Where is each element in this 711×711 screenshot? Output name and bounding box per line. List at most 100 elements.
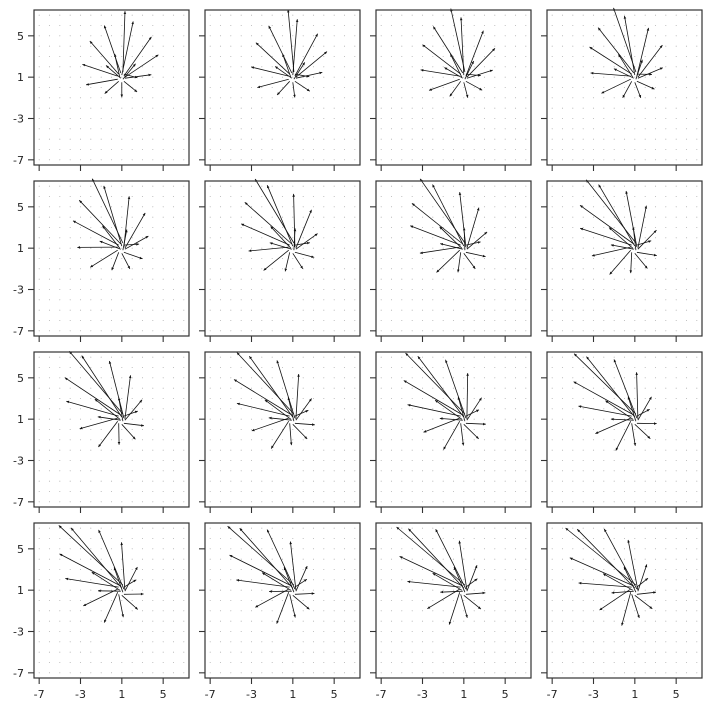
grid-dot xyxy=(48,661,51,664)
grid-dot xyxy=(79,558,82,560)
grid-dot xyxy=(421,661,424,664)
grid-dot xyxy=(421,24,424,27)
grid-dot xyxy=(354,620,356,622)
grid-dot xyxy=(162,428,164,431)
grid-dot xyxy=(141,226,144,229)
grid-dot xyxy=(333,185,335,187)
grid-dot xyxy=(162,620,164,622)
grid-dot xyxy=(250,610,253,612)
arrowhead-3 xyxy=(324,51,327,55)
vector-arrow-9 xyxy=(595,417,631,434)
grid-dot xyxy=(525,24,527,27)
grid-dot xyxy=(100,216,102,218)
vector-arrow-11 xyxy=(268,25,293,74)
grid-dot xyxy=(463,185,465,187)
grid-dot xyxy=(592,299,595,301)
grid-dot xyxy=(240,480,242,482)
grid-dot xyxy=(390,185,393,187)
grid-dot xyxy=(162,579,164,581)
grid-dot xyxy=(333,24,335,27)
grid-dot xyxy=(514,558,517,560)
arrowhead-15 xyxy=(439,417,443,420)
grid-dot xyxy=(250,449,253,451)
grid-dot xyxy=(172,247,175,249)
arrowhead-9 xyxy=(251,428,255,432)
grid-dot xyxy=(152,377,154,379)
grid-dot xyxy=(685,356,688,358)
grid-dot xyxy=(421,86,424,89)
grid-dot xyxy=(411,661,413,664)
vector-arrow-10 xyxy=(236,403,290,417)
grid-dot xyxy=(48,257,51,260)
grid-dot xyxy=(551,45,553,47)
grid-dot xyxy=(354,537,356,540)
grid-dot xyxy=(209,299,211,301)
grid-dot xyxy=(442,480,444,482)
arrowhead-11 xyxy=(234,379,237,382)
grid-dot xyxy=(494,237,496,239)
grid-dot xyxy=(654,449,657,451)
grid-dot xyxy=(292,641,294,643)
grid-dot xyxy=(603,319,605,322)
grid-dot xyxy=(494,107,496,109)
grid-dot xyxy=(219,206,222,208)
vector-arrow-9 xyxy=(420,69,460,77)
grid-dots xyxy=(209,185,356,332)
vector-arrow-8 xyxy=(621,592,632,626)
arrowhead-15 xyxy=(613,68,617,72)
grid-dot xyxy=(38,35,40,37)
grid-dot xyxy=(644,216,646,218)
grid-dot xyxy=(654,66,657,68)
grid-dot xyxy=(141,195,144,198)
arrowhead-3 xyxy=(309,209,312,213)
grid-dot xyxy=(494,319,496,322)
grid-dot xyxy=(141,377,144,379)
grid-dot xyxy=(261,470,263,472)
grid-dot xyxy=(121,268,123,270)
vector-arrow-11 xyxy=(233,379,293,416)
grid-dot xyxy=(623,661,626,664)
grid-dot xyxy=(48,35,51,37)
grid-dot xyxy=(582,548,584,550)
grid-dot xyxy=(442,330,444,332)
grid-dot xyxy=(380,356,382,358)
grid-dot xyxy=(696,661,698,664)
grid-dot xyxy=(442,387,444,389)
grid-dot xyxy=(644,428,646,431)
grid-dot xyxy=(100,97,102,99)
arrowhead-5 xyxy=(651,86,655,90)
grid-dot xyxy=(432,470,434,472)
grid-dot xyxy=(162,366,164,369)
grid-dot xyxy=(380,45,382,47)
grid-dot xyxy=(110,14,113,16)
grid-dot xyxy=(551,610,553,612)
grid-dot xyxy=(152,397,154,400)
grid-dot xyxy=(38,599,40,602)
grid-dot xyxy=(250,558,253,560)
subplot-panel-15: -7 -3 1 5 xyxy=(370,522,532,701)
grid-dot xyxy=(250,439,253,441)
grid-dot xyxy=(79,579,82,581)
grid-dot xyxy=(654,206,657,208)
grid-dot xyxy=(452,387,455,389)
grid-dot xyxy=(90,97,92,99)
grid-dot xyxy=(281,599,284,602)
grid-dot xyxy=(442,558,444,560)
grid-dot xyxy=(152,568,154,571)
grid-dot xyxy=(665,548,667,550)
arrowhead-5 xyxy=(134,89,138,92)
y-tick-label: -7 xyxy=(13,496,24,509)
grid-dot xyxy=(281,397,284,400)
grid-dot xyxy=(525,299,527,301)
grid-dot xyxy=(483,14,486,16)
grid-dot xyxy=(343,387,346,389)
grid-dot xyxy=(504,501,506,503)
vector-arrow-10 xyxy=(579,227,632,246)
grid-dot xyxy=(685,501,688,503)
grid-dot xyxy=(685,661,688,664)
grid-dot xyxy=(623,330,626,332)
grid-dot xyxy=(582,449,584,451)
grid-dot xyxy=(183,257,185,260)
grid-dot xyxy=(551,459,553,462)
grid-dot xyxy=(401,148,403,151)
